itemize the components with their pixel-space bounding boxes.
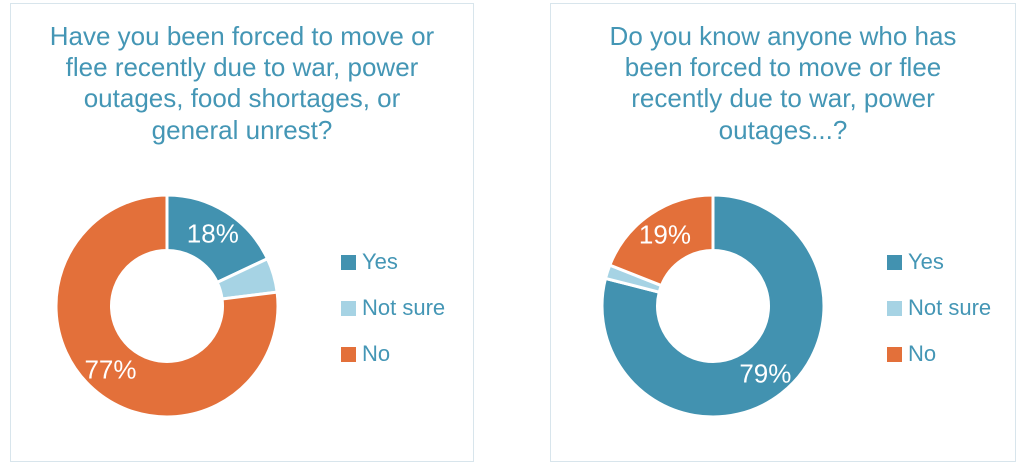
- legend-swatch-not-sure: [341, 300, 356, 316]
- donut-svg: [54, 193, 280, 419]
- donut-svg: [600, 193, 826, 419]
- chart-title: Do you know anyone who has been forced t…: [609, 21, 957, 145]
- legend-item-no: No: [341, 341, 445, 367]
- donut-chart: 18% 77%: [53, 192, 281, 420]
- legend-item-no: No: [887, 341, 991, 367]
- legend-label-no: No: [362, 341, 391, 366]
- legend-item-yes: Yes: [887, 249, 991, 275]
- legend-item-yes: Yes: [341, 249, 445, 275]
- legend-label-yes: Yes: [362, 249, 398, 274]
- legend-swatch-yes: [887, 254, 902, 270]
- survey-card-self: Have you been forced to move or flee rec…: [10, 3, 474, 462]
- legend-swatch-no: [887, 346, 902, 362]
- survey-card-know-anyone: Do you know anyone who has been forced t…: [550, 3, 1016, 462]
- chart-title: Have you been forced to move or flee rec…: [49, 21, 435, 145]
- legend-label-not-sure: Not sure: [362, 295, 446, 320]
- donut-chart: 79% 19%: [599, 192, 827, 420]
- legend: Yes Not sure No: [341, 249, 445, 367]
- legend: Yes Not sure No: [887, 249, 991, 367]
- legend-item-not-sure: Not sure: [887, 295, 991, 321]
- slice-no: [54, 193, 280, 419]
- legend-swatch-not-sure: [887, 300, 902, 316]
- legend-label-yes: Yes: [908, 249, 944, 274]
- legend-swatch-no: [341, 346, 356, 362]
- legend-label-not-sure: Not sure: [908, 295, 992, 320]
- legend-label-no: No: [908, 341, 937, 366]
- legend-item-not-sure: Not sure: [341, 295, 445, 321]
- slice-no: [608, 193, 715, 288]
- legend-swatch-yes: [341, 254, 356, 270]
- slice-yes: [600, 193, 826, 419]
